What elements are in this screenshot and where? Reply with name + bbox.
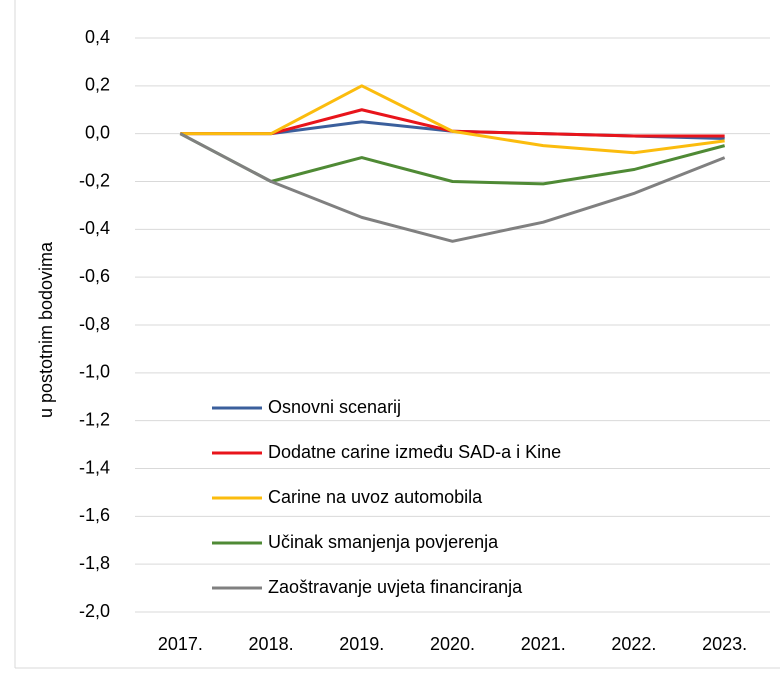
x-tick-label: 2023. [702,634,747,654]
legend-label: Zaoštravanje uvjeta financiranja [268,577,523,597]
y-tick-label: 0,2 [85,75,110,95]
y-tick-label: -0,8 [79,314,110,334]
x-tick-label: 2020. [430,634,475,654]
y-tick-label: 0,0 [85,122,110,142]
y-tick-label: -0,2 [79,170,110,190]
y-tick-label: -0,4 [79,218,110,238]
y-tick-label: -0,6 [79,266,110,286]
legend-label: Carine na uvoz automobila [268,487,483,507]
y-tick-label: -2,0 [79,601,110,621]
y-tick-label: -1,4 [79,457,110,477]
series-line [179,132,726,243]
x-tick-label: 2021. [521,634,566,654]
series-line [180,84,725,155]
x-tick-label: 2022. [611,634,656,654]
x-tick-label: 2018. [249,634,294,654]
legend-label: Dodatne carine između SAD-a i Kine [268,442,561,462]
x-tick-label: 2017. [158,634,203,654]
y-tick-label: -1,8 [79,553,110,573]
y-tick-label: 0,4 [85,27,110,47]
x-tick-label: 2019. [339,634,384,654]
y-tick-label: -1,2 [79,409,110,429]
legend-label: Osnovni scenarij [268,397,401,417]
legend-label: Učinak smanjenja povjerenja [268,532,499,552]
y-axis-title: u postotnim bodovima [36,241,56,418]
y-tick-label: -1,6 [79,505,110,525]
y-tick-label: -1,0 [79,362,110,382]
